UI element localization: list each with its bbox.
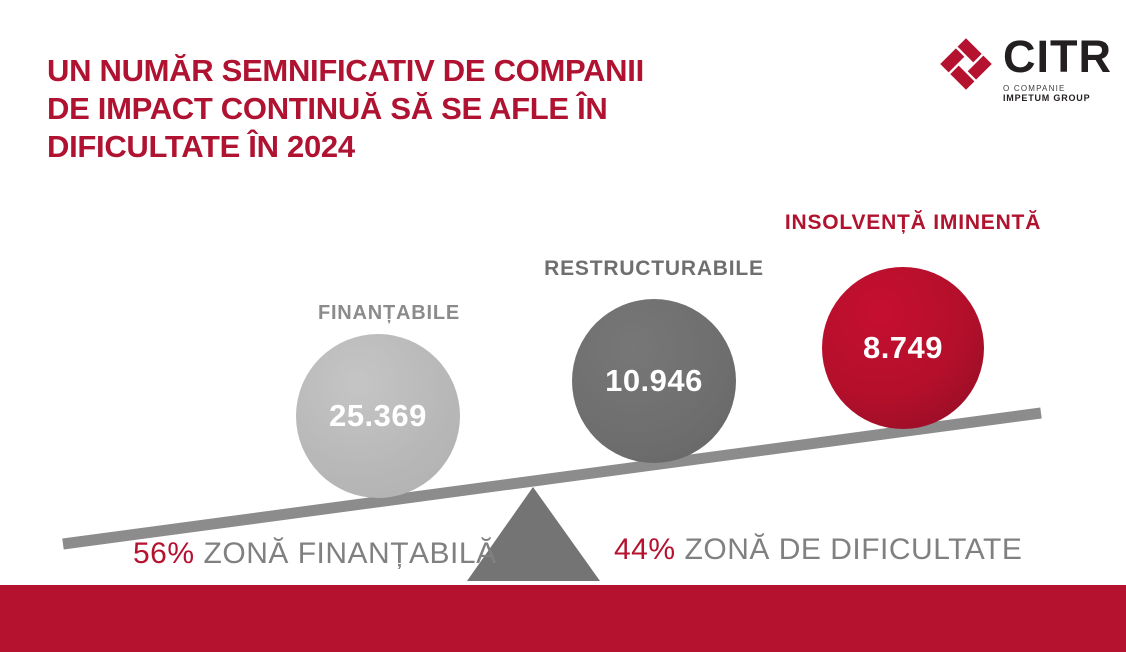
- bubble-restructurabile: 10.946: [572, 299, 736, 463]
- zone-caption-dificultate: 44% ZONĂ DE DIFICULTATE: [614, 533, 1022, 567]
- bubble-label-insolventa-iminenta: INSOLVENȚĂ IMINENTĂ: [784, 211, 1042, 234]
- zone-caption-finantabila: 56% ZONĂ FINANȚABILĂ: [133, 537, 497, 571]
- bottom-red-band: [0, 585, 1126, 652]
- bubble-value-insolventa-iminenta: 8.749: [862, 330, 944, 365]
- bubble-insolventa-iminenta: 8.749: [822, 267, 984, 429]
- page-title: UN NUMĂR SEMNIFICATIV DE COMPANII DE IMP…: [47, 52, 644, 166]
- bubble-finantabile: 25.369: [296, 334, 460, 498]
- title-line-3: DIFICULTATE ÎN 2024: [47, 129, 355, 164]
- zone-label-dificultate: ZONĂ DE DIFICULTATE: [684, 533, 1023, 566]
- citr-pinwheel-diamond-icon: [940, 38, 992, 90]
- balance-beam: [62, 407, 1042, 550]
- bubble-label-restructurabile: RESTRUCTURABILE: [544, 257, 764, 280]
- zone-label-finantabila: ZONĂ FINANȚABILĂ: [203, 537, 497, 570]
- zone-percent-dificultate: 44%: [614, 533, 676, 566]
- title-line-1: UN NUMĂR SEMNIFICATIV DE COMPANII: [47, 53, 644, 88]
- bubble-value-restructurabile: 10.946: [605, 363, 703, 398]
- citr-logo: CITR O COMPANIE IMPETUM GROUP: [938, 31, 1112, 103]
- logo-tagline-line2: IMPETUM GROUP: [1003, 92, 1091, 103]
- title-line-2: DE IMPACT CONTINUĂ SĂ SE AFLE ÎN: [47, 91, 608, 126]
- logo-tagline-line1: O COMPANIE: [1003, 83, 1066, 93]
- bubble-label-finantabile: FINANȚABILE: [317, 302, 461, 324]
- logo-text: CITR O COMPANIE IMPETUM GROUP: [1003, 31, 1112, 103]
- zone-percent-finantabila: 56%: [133, 537, 195, 570]
- logo-brand-name: CITR: [1003, 31, 1112, 82]
- bubble-value-finantabile: 25.369: [329, 398, 427, 433]
